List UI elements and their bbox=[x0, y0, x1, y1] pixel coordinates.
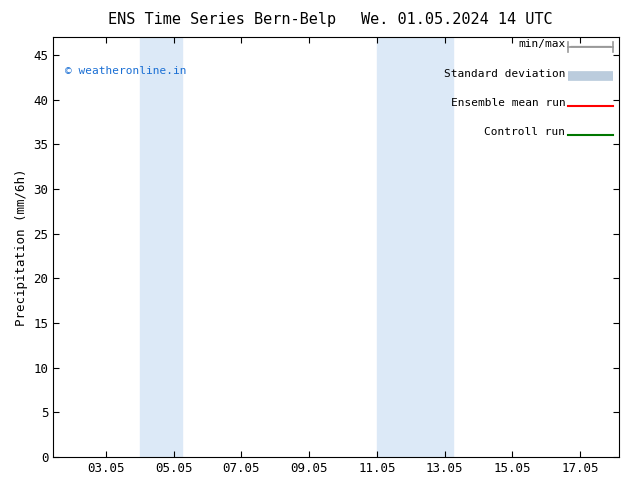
Text: ENS Time Series Bern-Belp: ENS Time Series Bern-Belp bbox=[108, 12, 336, 27]
Bar bbox=[377, 37, 411, 457]
Text: min/max: min/max bbox=[518, 39, 566, 49]
Text: © weatheronline.in: © weatheronline.in bbox=[65, 67, 186, 76]
Text: Ensemble mean run: Ensemble mean run bbox=[451, 98, 566, 108]
Text: We. 01.05.2024 14 UTC: We. 01.05.2024 14 UTC bbox=[361, 12, 552, 27]
Text: Standard deviation: Standard deviation bbox=[444, 69, 566, 78]
Bar bbox=[411, 37, 453, 457]
Bar bbox=[139, 37, 182, 457]
Text: Controll run: Controll run bbox=[484, 127, 566, 137]
Y-axis label: Precipitation (mm/6h): Precipitation (mm/6h) bbox=[15, 169, 28, 326]
